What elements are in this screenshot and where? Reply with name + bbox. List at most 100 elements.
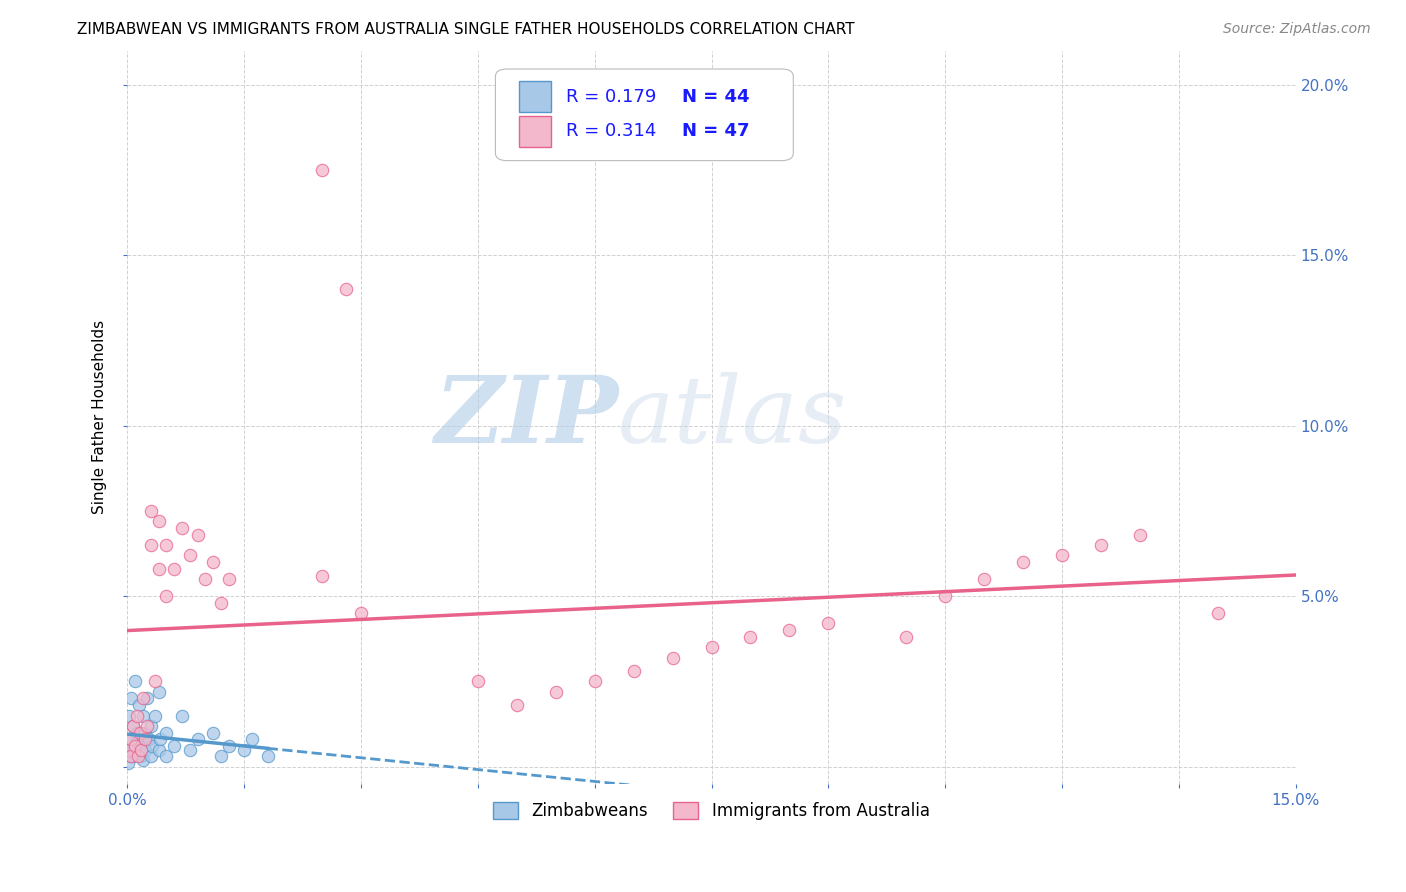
Point: [1129, 528, 1152, 542]
Point: [155, 538, 177, 552]
Point: [125, 725, 148, 739]
Point: [136, 719, 159, 733]
Point: [118, 708, 141, 723]
Point: [122, 749, 145, 764]
Point: [256, 749, 278, 764]
Bar: [519, 81, 551, 112]
Point: [194, 572, 217, 586]
Point: [1090, 538, 1112, 552]
Point: [118, 742, 141, 756]
Point: [132, 691, 155, 706]
Point: [131, 742, 153, 756]
Point: [122, 719, 145, 733]
Point: [120, 691, 142, 706]
Point: [155, 589, 177, 603]
Point: [155, 725, 177, 739]
Point: [148, 562, 170, 576]
Point: [202, 725, 225, 739]
Text: R = 0.314: R = 0.314: [565, 122, 655, 140]
Point: [122, 719, 145, 733]
Point: [1012, 555, 1035, 569]
Point: [139, 719, 162, 733]
Point: [139, 749, 162, 764]
Point: [125, 708, 148, 723]
Point: [170, 708, 193, 723]
Point: [128, 698, 150, 713]
Point: [218, 572, 240, 586]
Point: [583, 674, 606, 689]
Point: [350, 607, 373, 621]
Text: ZIMBABWEAN VS IMMIGRANTS FROM AUSTRALIA SINGLE FATHER HOUSEHOLDS CORRELATION CHA: ZIMBABWEAN VS IMMIGRANTS FROM AUSTRALIA …: [77, 22, 855, 37]
Point: [187, 528, 209, 542]
Point: [1050, 549, 1073, 563]
Text: ZIP: ZIP: [434, 372, 619, 462]
Point: [896, 630, 918, 644]
Point: [778, 624, 800, 638]
Point: [124, 739, 146, 754]
Point: [311, 163, 333, 178]
Point: [120, 732, 142, 747]
Point: [143, 708, 166, 723]
Point: [136, 691, 159, 706]
Point: [128, 742, 150, 756]
Point: [202, 555, 225, 569]
Point: [467, 674, 489, 689]
Point: [700, 640, 723, 655]
Point: [127, 746, 149, 760]
Text: N = 44: N = 44: [682, 88, 749, 106]
Point: [661, 650, 683, 665]
Point: [139, 538, 162, 552]
Point: [134, 725, 156, 739]
Point: [118, 732, 141, 747]
Bar: [519, 116, 551, 146]
Point: [817, 616, 839, 631]
Point: [139, 504, 162, 518]
Text: Source: ZipAtlas.com: Source: ZipAtlas.com: [1223, 22, 1371, 37]
FancyBboxPatch shape: [495, 69, 793, 161]
Point: [120, 749, 142, 764]
Point: [240, 732, 263, 747]
Text: R = 0.179: R = 0.179: [565, 88, 655, 106]
Legend: Zimbabweans, Immigrants from Australia: Zimbabweans, Immigrants from Australia: [486, 795, 936, 827]
Point: [117, 756, 139, 771]
Point: [120, 749, 142, 764]
Point: [233, 742, 256, 756]
Point: [134, 742, 156, 756]
Point: [129, 725, 152, 739]
Point: [155, 749, 177, 764]
Point: [132, 708, 155, 723]
Point: [129, 732, 152, 747]
Point: [335, 282, 357, 296]
Point: [132, 736, 155, 750]
Point: [179, 742, 201, 756]
Point: [209, 749, 232, 764]
Point: [124, 739, 146, 754]
Point: [132, 753, 155, 767]
Point: [623, 664, 645, 678]
Point: [127, 749, 149, 764]
Point: [934, 589, 956, 603]
Point: [124, 742, 146, 756]
Point: [163, 739, 186, 754]
Point: [218, 739, 240, 754]
Point: [209, 596, 232, 610]
Y-axis label: Single Father Households: Single Father Households: [93, 320, 107, 515]
Point: [187, 732, 209, 747]
Point: [544, 684, 567, 698]
Point: [148, 742, 170, 756]
Point: [134, 732, 156, 747]
Point: [170, 521, 193, 535]
Point: [148, 514, 170, 528]
Point: [311, 568, 333, 582]
Point: [125, 736, 148, 750]
Point: [148, 684, 170, 698]
Point: [143, 674, 166, 689]
Point: [131, 749, 153, 764]
Point: [740, 630, 762, 644]
Point: [1206, 607, 1229, 621]
Text: N = 47: N = 47: [682, 122, 749, 140]
Point: [163, 562, 186, 576]
Point: [149, 732, 172, 747]
Point: [138, 732, 160, 747]
Point: [124, 674, 146, 689]
